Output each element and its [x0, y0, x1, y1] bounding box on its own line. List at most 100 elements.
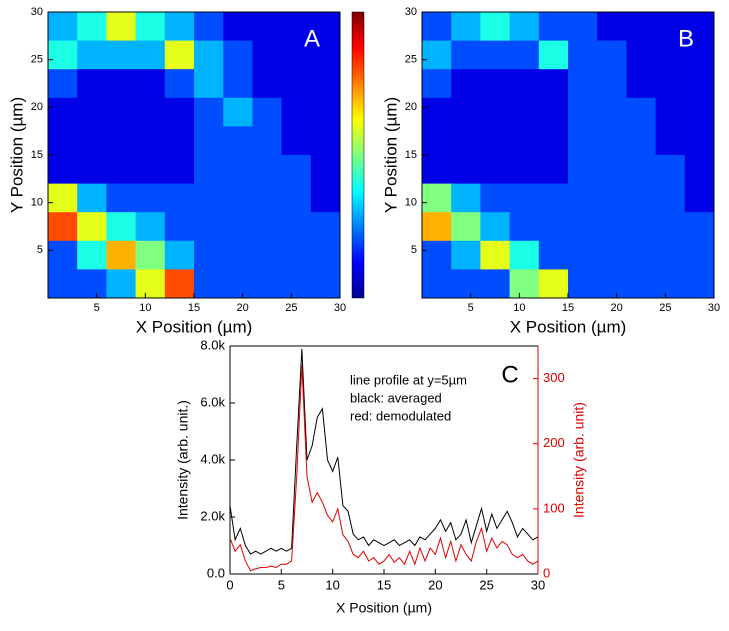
- panel-label: B: [678, 25, 694, 52]
- x-tick-label: 30: [531, 577, 545, 592]
- x-tick-label: 30: [334, 302, 346, 314]
- heat-cell: [194, 12, 224, 42]
- heat-cell: [451, 40, 481, 70]
- y2-axis-label: Intensity (arb. unit): [571, 402, 587, 518]
- heat-cell: [655, 12, 686, 42]
- x-tick-label: 5: [278, 577, 285, 592]
- heat-cell: [684, 183, 715, 213]
- heat-cell: [480, 97, 511, 127]
- heat-cell: [48, 269, 78, 299]
- x-tick-label: 20: [611, 302, 623, 314]
- heat-cell: [252, 212, 283, 242]
- heat-cell: [77, 183, 107, 213]
- heat-cell: [281, 269, 312, 299]
- heat-cell: [164, 69, 195, 99]
- heat-cell: [77, 269, 107, 299]
- y-tick-label: 25: [31, 54, 43, 66]
- heat-cell: [422, 240, 452, 270]
- y-tick-label: 2.0k: [200, 508, 225, 523]
- heat-cell: [626, 240, 657, 270]
- heat-cell: [194, 155, 224, 185]
- heat-cell: [310, 40, 341, 70]
- y-tick-label: 15: [405, 149, 417, 161]
- heat-cell: [106, 69, 137, 99]
- heat-cell: [538, 240, 569, 270]
- heat-cell: [626, 183, 657, 213]
- heat-cell: [48, 69, 78, 99]
- heat-cell: [106, 212, 137, 242]
- y-tick-label: 25: [405, 54, 417, 66]
- heat-cell: [422, 40, 452, 70]
- heat-cell: [252, 183, 283, 213]
- series-line: [229, 365, 539, 572]
- heat-cell: [538, 40, 569, 70]
- heat-cell: [422, 97, 452, 127]
- heat-cell: [48, 40, 78, 70]
- heat-cell: [480, 240, 511, 270]
- colorbar: [351, 11, 365, 299]
- heat-cell: [223, 240, 253, 270]
- panel-label: C: [501, 361, 518, 388]
- heat-cell: [281, 240, 312, 270]
- heat-cell: [451, 155, 481, 185]
- heat-cell: [252, 97, 283, 127]
- heat-cell: [48, 183, 78, 213]
- heat-cell: [252, 240, 283, 270]
- heat-cell: [194, 97, 224, 127]
- heat-cell: [451, 97, 481, 127]
- heat-cell: [626, 12, 657, 42]
- annotation: red: demodulated: [350, 408, 451, 423]
- heat-cell: [164, 40, 195, 70]
- y-tick-label: 15: [31, 149, 43, 161]
- heat-cell: [568, 155, 598, 185]
- heat-cell: [281, 212, 312, 242]
- heat-cell: [48, 212, 78, 242]
- heat-cell: [164, 269, 195, 299]
- y-tick-label: 5: [37, 244, 43, 256]
- y-tick-label: 6.0k: [200, 394, 225, 409]
- heat-cell: [252, 12, 283, 42]
- heat-cell: [626, 212, 657, 242]
- series-line: [229, 348, 539, 555]
- heat-cell: [626, 97, 657, 127]
- heat-cell: [568, 183, 598, 213]
- x-axis-label: X Position (µm): [336, 600, 432, 616]
- heat-cell: [281, 97, 312, 127]
- heat-cell: [480, 155, 511, 185]
- heat-cell: [223, 126, 253, 156]
- heat-cell: [451, 126, 481, 156]
- heat-cell: [194, 183, 224, 213]
- x-tick-label: 15: [188, 302, 200, 314]
- heat-cell: [597, 126, 627, 156]
- heat-cell: [77, 69, 107, 99]
- heat-cell: [223, 69, 253, 99]
- x-tick-label: 10: [139, 302, 151, 314]
- heat-cell: [77, 212, 107, 242]
- heat-cell: [223, 183, 253, 213]
- heat-cell: [684, 212, 715, 242]
- heat-cell: [135, 12, 166, 42]
- heat-cell: [135, 212, 166, 242]
- heat-cell: [48, 97, 78, 127]
- heat-cell: [164, 183, 195, 213]
- heat-cell: [451, 212, 481, 242]
- heat-cell: [684, 155, 715, 185]
- y2-tick-label: 0: [543, 565, 550, 580]
- annotation: black: averaged: [350, 390, 442, 405]
- heat-cell: [509, 126, 540, 156]
- heat-cell: [509, 12, 540, 42]
- heat-cell: [480, 12, 511, 42]
- heat-cell: [252, 69, 283, 99]
- heat-cell: [684, 69, 715, 99]
- heat-cell: [135, 155, 166, 185]
- heat-cell: [451, 269, 481, 299]
- heat-cell: [597, 212, 627, 242]
- heat-cell: [626, 40, 657, 70]
- y-tick-label: 20: [405, 101, 417, 113]
- y2-tick-label: 100: [543, 500, 565, 515]
- heat-cell: [422, 183, 452, 213]
- x-tick-label: 0: [226, 577, 233, 592]
- heat-cell: [310, 155, 341, 185]
- heat-cell: [422, 212, 452, 242]
- heat-cell: [509, 240, 540, 270]
